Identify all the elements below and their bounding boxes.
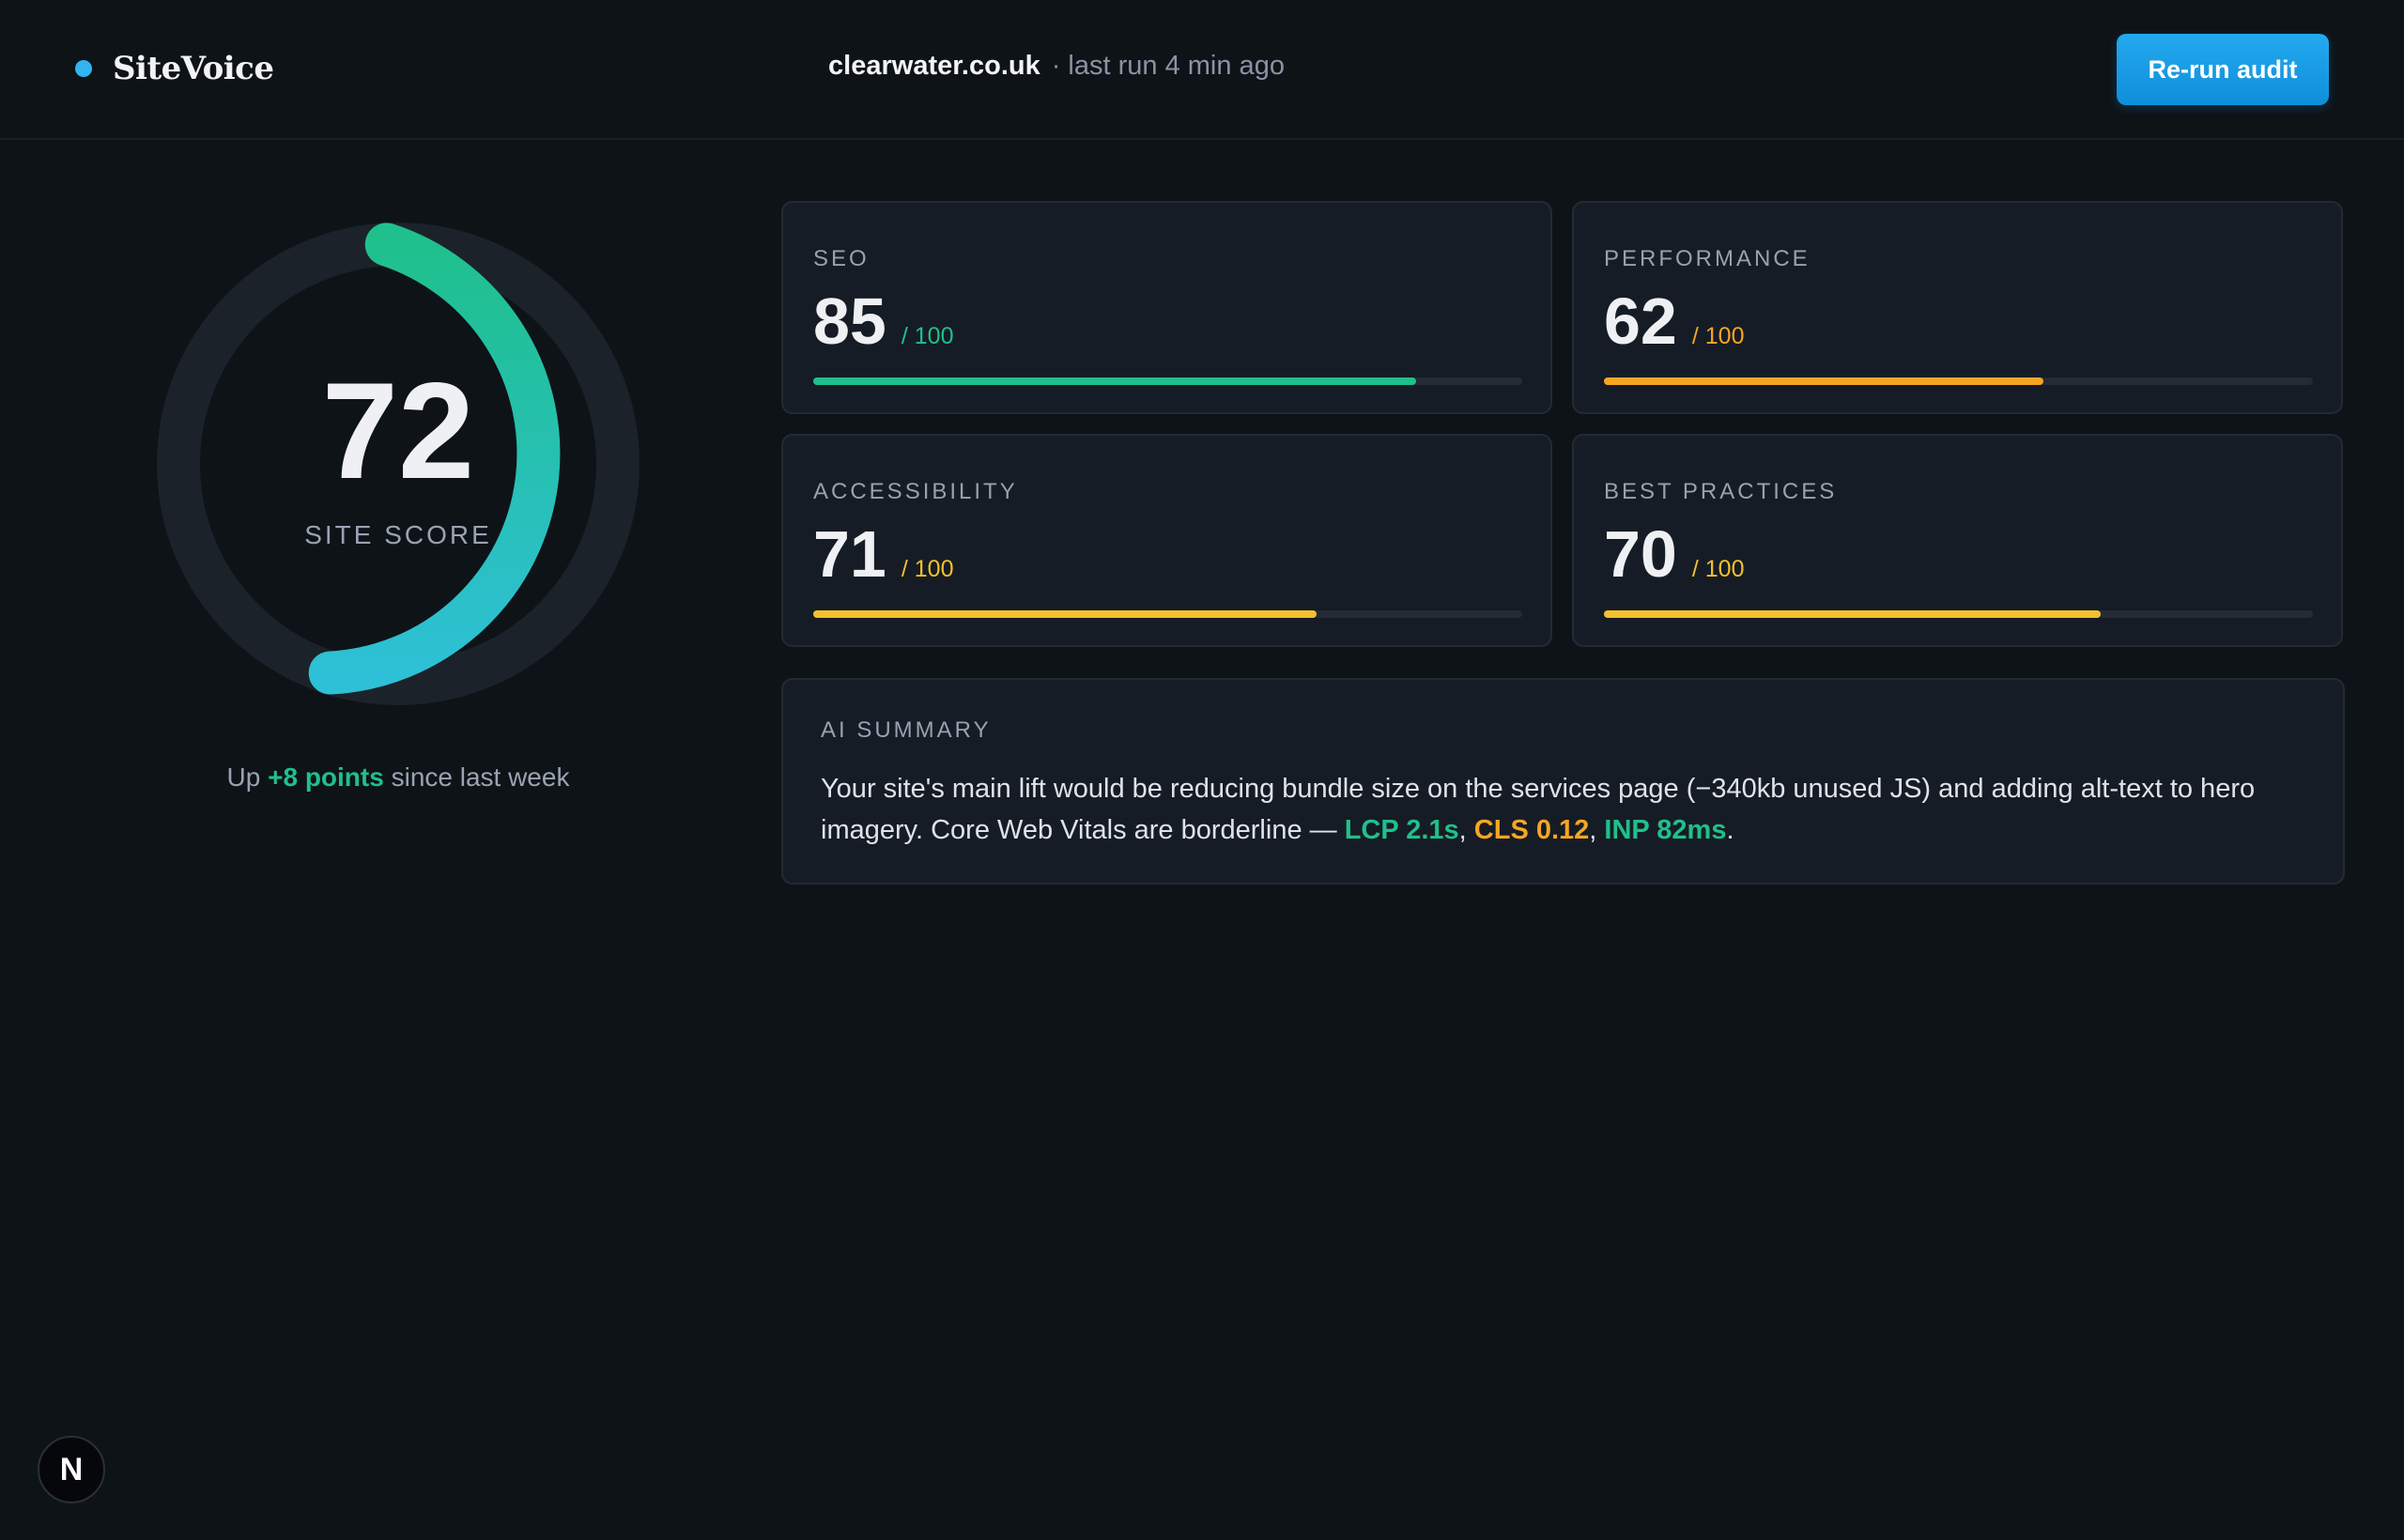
summary-end: . <box>1726 815 1734 845</box>
metric-progress-track <box>1604 377 2313 385</box>
metric-card-performance[interactable]: PERFORMANCE 62 / 100 <box>1572 201 2343 414</box>
metric-progress-track <box>1604 610 2313 618</box>
metric-value: 85 <box>813 285 886 358</box>
summary-separator: , <box>1458 815 1474 845</box>
vital-cls: CLS 0.12 <box>1473 815 1590 845</box>
brand[interactable]: SiteVoice <box>75 45 274 92</box>
metric-card-seo[interactable]: SEO 85 / 100 <box>781 201 1552 414</box>
metric-progress-fill <box>1604 610 2101 618</box>
metric-label: SEO <box>813 246 870 271</box>
ai-summary-card: AI SUMMARY Your site's main lift would b… <box>781 678 2345 885</box>
last-run-meta: · last run 4 min ago <box>1051 51 1285 81</box>
metric-progress-fill <box>1604 377 2044 385</box>
trend-suffix: since last week <box>383 762 570 792</box>
metric-score: 85 / 100 <box>813 282 953 361</box>
site-score-value: 72 <box>321 354 475 507</box>
site-info: clearwater.co.uk · last run 4 min ago <box>0 51 2113 82</box>
ai-summary-text: Your site's main lift would be reducing … <box>821 768 2314 851</box>
site-score-gauge: 72 SITE SCORE <box>156 222 640 706</box>
site-score-label: SITE SCORE <box>304 520 492 549</box>
metric-card-best-practices[interactable]: BEST PRACTICES 70 / 100 <box>1572 434 2343 647</box>
nextjs-badge-icon[interactable]: N <box>38 1436 105 1503</box>
score-ring-arc <box>308 223 561 695</box>
score-ring <box>157 223 640 705</box>
vital-lcp: LCP 2.1s <box>1344 815 1459 845</box>
ai-summary-label: AI SUMMARY <box>821 717 992 743</box>
brand-name: SiteVoice <box>113 50 274 87</box>
metric-progress-track <box>813 377 1522 385</box>
metric-value: 71 <box>813 517 886 591</box>
metric-max: / 100 <box>1691 556 1745 582</box>
metric-score: 71 / 100 <box>813 515 953 593</box>
trend-delta: +8 points <box>268 762 384 792</box>
metric-label: PERFORMANCE <box>1604 246 1811 271</box>
metric-score: 62 / 100 <box>1604 282 1744 361</box>
metric-label: BEST PRACTICES <box>1604 479 1838 504</box>
metric-card-accessibility[interactable]: ACCESSIBILITY 71 / 100 <box>781 434 1552 647</box>
summary-body: Your site's main lift would be reducing … <box>821 774 2256 845</box>
rerun-audit-button[interactable]: Re-run audit <box>2117 34 2329 105</box>
metric-max: / 100 <box>1691 323 1745 349</box>
metric-value: 70 <box>1604 517 1677 591</box>
metric-max: / 100 <box>901 323 954 349</box>
metric-progress-fill <box>813 377 1416 385</box>
metric-max: / 100 <box>901 556 954 582</box>
top-bar: SiteVoice clearwater.co.uk · last run 4 m… <box>0 0 2404 140</box>
metric-value: 62 <box>1604 285 1677 358</box>
vital-inp: INP 82ms <box>1604 815 1727 845</box>
metric-score: 70 / 100 <box>1604 515 1744 593</box>
brand-dot-icon <box>75 60 92 77</box>
metric-label: ACCESSIBILITY <box>813 479 1018 504</box>
site-domain: clearwater.co.uk <box>828 51 1040 81</box>
summary-separator: , <box>1589 815 1605 845</box>
trend-prefix: Up <box>226 762 269 792</box>
metric-progress-fill <box>813 610 1318 618</box>
score-trend: Up +8 points since last week <box>94 762 702 793</box>
metric-progress-track <box>813 610 1522 618</box>
